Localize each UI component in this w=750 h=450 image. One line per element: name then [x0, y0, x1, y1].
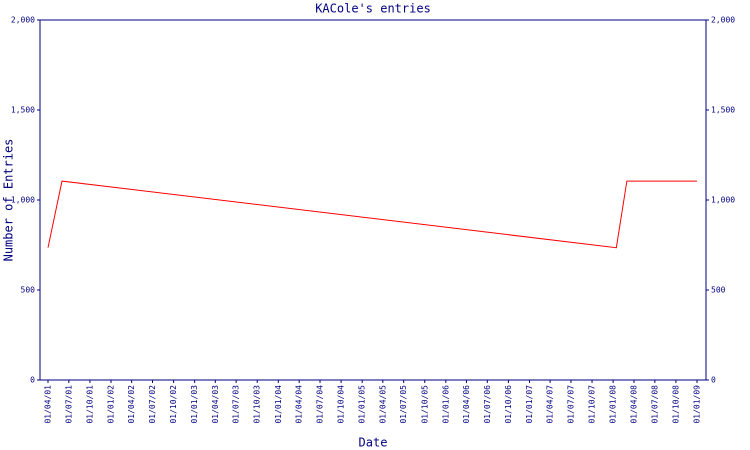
y2-tick-label: 1,500: [711, 106, 735, 115]
x-tick-label: 01/07/04: [316, 385, 325, 424]
y2-tick-label: 2,000: [711, 16, 735, 25]
x-tick-label: 01/01/05: [358, 385, 367, 424]
x-tick-label: 01/07/03: [232, 385, 241, 424]
plot-frame: [39, 19, 707, 381]
x-tick-label: 01/01/07: [525, 385, 534, 424]
x-tick-label: 01/01/02: [107, 385, 116, 424]
x-tick-label: 01/10/05: [420, 385, 429, 424]
y2-tick-label: 500: [711, 286, 726, 295]
x-axis-label: Date: [359, 436, 388, 450]
x-tick-label: 01/10/06: [504, 385, 513, 424]
x-tick-label: 01/01/03: [190, 385, 199, 424]
x-tick-label: 01/04/03: [211, 385, 220, 424]
x-tick-label: 01/04/04: [295, 385, 304, 424]
x-tick-label: 01/04/05: [378, 385, 387, 424]
y2-tick-label: 0: [711, 376, 716, 385]
x-tick-label: 01/04/01: [44, 385, 53, 424]
x-tick-label: 01/10/04: [337, 385, 346, 424]
x-tick-label: 01/01/08: [609, 385, 618, 424]
x-tick-label: 01/10/07: [588, 385, 597, 424]
y-tick-label: 1,500: [11, 106, 35, 115]
x-tick-label: 01/04/06: [462, 385, 471, 424]
x-tick-label: 01/04/02: [127, 385, 136, 424]
x-tick-label: 01/10/03: [253, 385, 262, 424]
x-tick-label: 01/07/05: [399, 385, 408, 424]
y-tick-label: 0: [30, 376, 35, 385]
y-tick-label: 500: [21, 286, 36, 295]
x-tick-label: 01/07/07: [566, 385, 575, 424]
x-tick-label: 01/07/02: [148, 385, 157, 424]
y-tick-label: 1,000: [11, 196, 35, 205]
x-tick-label: 01/10/02: [169, 385, 178, 424]
data-line: [47, 180, 697, 249]
y-tick-label: 2,000: [11, 16, 35, 25]
x-tick-label: 01/01/06: [441, 385, 450, 424]
chart-title: KACole's entries: [315, 2, 431, 16]
x-tick-label: 01/10/08: [671, 385, 680, 424]
x-tick-label: 01/07/01: [64, 385, 73, 424]
x-tick-label: 01/04/08: [629, 385, 638, 424]
x-tick-label: 01/07/08: [650, 385, 659, 424]
x-tick-label: 01/07/06: [483, 385, 492, 424]
y-axis-label: Number of Entries: [2, 139, 16, 262]
x-tick-label: 01/01/09: [693, 385, 702, 424]
x-tick-label: 01/04/07: [546, 385, 555, 424]
x-tick-label: 01/01/04: [274, 385, 283, 424]
x-tick-label: 01/10/01: [85, 385, 94, 424]
y2-tick-label: 1,000: [711, 196, 735, 205]
